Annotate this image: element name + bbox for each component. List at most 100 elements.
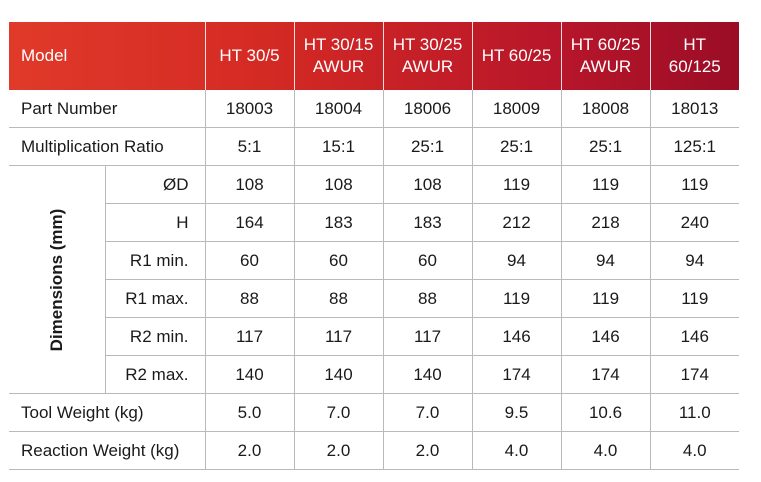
table-cell: 117 <box>293 317 383 356</box>
model-name-line1: HT 30/5 <box>219 46 280 65</box>
table-cell: 18009 <box>471 90 561 128</box>
table-cell: 140 <box>293 355 383 394</box>
dimension-row-r2-min: R2 min. 117 117 117 146 146 146 <box>9 317 739 356</box>
model-name-line1: HT <box>683 35 707 54</box>
reaction-weight-row: Reaction Weight (kg) 2.0 2.0 2.0 4.0 4.0… <box>9 431 739 470</box>
dimension-label: R2 min. <box>104 317 205 356</box>
table-cell: 119 <box>649 279 739 318</box>
model-column-header: HT 60/25 AWUR <box>560 22 650 90</box>
table-cell: 240 <box>649 203 739 242</box>
table-cell: 94 <box>471 241 561 280</box>
header-row: Model HT 30/5 HT 30/15 AWUR HT 30/25 AWUR … <box>9 22 739 90</box>
table-cell: 212 <box>471 203 561 242</box>
row-label: Reaction Weight (kg) <box>9 431 205 470</box>
dimension-label: H <box>104 203 205 242</box>
table-cell: 18013 <box>649 90 739 128</box>
table-cell: 4.0 <box>560 431 650 470</box>
multiplication-ratio-row: Multiplication Ratio 5:1 15:1 25:1 25:1 … <box>9 127 739 166</box>
table-cell: 10.6 <box>560 393 650 432</box>
spec-table: Model HT 30/5 HT 30/15 AWUR HT 30/25 AWUR … <box>9 22 739 470</box>
table-cell: 2.0 <box>204 431 294 470</box>
table-cell: 119 <box>471 279 561 318</box>
table-cell: 88 <box>293 279 383 318</box>
row-label: Multiplication Ratio <box>9 127 205 166</box>
table-cell: 140 <box>204 355 294 394</box>
table-cell: 60 <box>204 241 294 280</box>
model-column-header: HT 30/5 <box>204 22 294 90</box>
table-cell: 2.0 <box>382 431 472 470</box>
table-cell: 119 <box>649 165 739 204</box>
table-cell: 7.0 <box>293 393 383 432</box>
table-cell: 94 <box>560 241 650 280</box>
model-name-line2: AWUR <box>401 57 454 76</box>
model-column-header: HT 60/25 <box>471 22 561 90</box>
dimension-row-r2-max: R2 max. 140 140 140 174 174 174 <box>9 355 739 394</box>
table-cell: 146 <box>471 317 561 356</box>
table-cell: 25:1 <box>471 127 561 166</box>
model-name-line2: AWUR <box>579 57 632 76</box>
table-cell: 125:1 <box>649 127 739 166</box>
spec-table-container: Model HT 30/5 HT 30/15 AWUR HT 30/25 AWUR … <box>9 22 739 470</box>
table-cell: 5.0 <box>204 393 294 432</box>
table-cell: 15:1 <box>293 127 383 166</box>
table-cell: 183 <box>382 203 472 242</box>
table-cell: 108 <box>293 165 383 204</box>
table-cell: 60 <box>293 241 383 280</box>
dimensions-group-label: Dimensions (mm) <box>9 165 105 394</box>
table-cell: 218 <box>560 203 650 242</box>
model-name-line1: HT 60/25 <box>570 35 641 54</box>
table-cell: 174 <box>560 355 650 394</box>
table-cell: 117 <box>382 317 472 356</box>
model-column-header: HT 30/15 AWUR <box>293 22 383 90</box>
model-column-header: HT 60/125 <box>649 22 739 90</box>
dimension-row-r1-max: R1 max. 88 88 88 119 119 119 <box>9 279 739 318</box>
table-cell: 146 <box>560 317 650 356</box>
table-cell: 25:1 <box>382 127 472 166</box>
model-column-header: HT 30/25 AWUR <box>382 22 472 90</box>
table-cell: 7.0 <box>382 393 472 432</box>
dimension-label: R1 min. <box>104 241 205 280</box>
row-label: Part Number <box>9 90 205 128</box>
dimension-row-r1-min: R1 min. 60 60 60 94 94 94 <box>9 241 739 280</box>
dimensions-group-text: Dimensions (mm) <box>46 208 66 351</box>
table-cell: 117 <box>204 317 294 356</box>
dimension-label: ØD <box>104 165 205 204</box>
table-cell: 18003 <box>204 90 294 128</box>
tool-weight-row: Tool Weight (kg) 5.0 7.0 7.0 9.5 10.6 11… <box>9 393 739 432</box>
table-cell: 119 <box>560 279 650 318</box>
table-cell: 146 <box>649 317 739 356</box>
table-cell: 4.0 <box>471 431 561 470</box>
table-cell: 94 <box>649 241 739 280</box>
table-cell: 119 <box>560 165 650 204</box>
part-number-row: Part Number 18003 18004 18006 18009 1800… <box>9 90 739 128</box>
table-cell: 18008 <box>560 90 650 128</box>
table-cell: 108 <box>382 165 472 204</box>
dimension-label: R2 max. <box>104 355 205 394</box>
table-cell: 88 <box>382 279 472 318</box>
table-cell: 2.0 <box>293 431 383 470</box>
dimension-row-h: H 164 183 183 212 218 240 <box>9 203 739 242</box>
model-name-line1: HT 30/15 <box>303 35 374 54</box>
table-cell: 9.5 <box>471 393 561 432</box>
table-cell: 18006 <box>382 90 472 128</box>
table-cell: 88 <box>204 279 294 318</box>
model-header: Model <box>21 46 68 65</box>
model-name-line1: HT 30/25 <box>392 35 463 54</box>
table-cell: 4.0 <box>649 431 739 470</box>
table-cell: 183 <box>293 203 383 242</box>
table-cell: 11.0 <box>649 393 739 432</box>
dimension-label: R1 max. <box>104 279 205 318</box>
table-cell: 108 <box>204 165 294 204</box>
row-label: Tool Weight (kg) <box>9 393 205 432</box>
model-name-line2: 60/125 <box>668 57 721 76</box>
table-cell: 60 <box>382 241 472 280</box>
dimension-row-od: Dimensions (mm) ØD 108 108 108 119 119 1… <box>9 165 739 394</box>
table-cell: 140 <box>382 355 472 394</box>
table-cell: 174 <box>471 355 561 394</box>
table-cell: 164 <box>204 203 294 242</box>
table-cell: 25:1 <box>560 127 650 166</box>
table-cell: 5:1 <box>204 127 294 166</box>
table-cell: 174 <box>649 355 739 394</box>
model-name-line1: HT 60/25 <box>481 46 552 65</box>
table-cell: 18004 <box>293 90 383 128</box>
